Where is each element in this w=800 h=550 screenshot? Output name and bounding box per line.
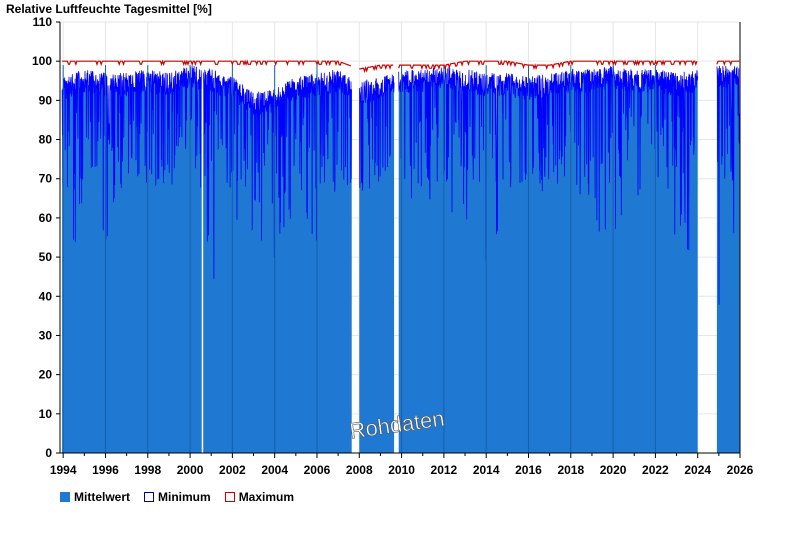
legend-label-minimum: Minimum bbox=[158, 490, 211, 504]
minimum-line bbox=[398, 66, 699, 261]
x-tick-label: 1994 bbox=[50, 463, 77, 477]
maximum-line bbox=[359, 64, 394, 74]
legend: Mittelwert Minimum Maximum bbox=[60, 490, 294, 504]
x-tick-label: 1998 bbox=[134, 463, 161, 477]
x-tick-label: 2010 bbox=[388, 463, 415, 477]
maximum-line bbox=[398, 59, 698, 71]
legend-item-mean: Mittelwert bbox=[60, 490, 130, 504]
x-tick-label: 2002 bbox=[219, 463, 246, 477]
maximum-line bbox=[716, 60, 740, 67]
chart-title: Relative Luftfeuchte Tagesmittel [%] bbox=[6, 2, 212, 16]
x-tick-label: 2018 bbox=[557, 463, 584, 477]
axes: 0 10 20 30 40 50 60 70 80 90 100 110 1994 1996 1998 200… bbox=[32, 15, 754, 477]
legend-item-maximum: Maximum bbox=[224, 490, 295, 504]
y-tick-label: 60 bbox=[39, 211, 53, 225]
x-tick-label: 1996 bbox=[92, 463, 119, 477]
x-tick-label: 2006 bbox=[304, 463, 331, 477]
y-tick-label: 50 bbox=[39, 250, 53, 264]
legend-label-mean: Mittelwert bbox=[74, 490, 131, 504]
legend-item-minimum: Minimum bbox=[144, 490, 211, 504]
y-tick-label: 110 bbox=[33, 15, 53, 29]
minimum-line bbox=[716, 65, 740, 305]
x-tick-label: 2000 bbox=[177, 463, 204, 477]
y-tick-label: 100 bbox=[32, 54, 52, 68]
y-tick-label: 70 bbox=[39, 172, 53, 186]
data-gap bbox=[201, 22, 204, 453]
x-tick-label: 2022 bbox=[642, 463, 669, 477]
x-tick-label: 2014 bbox=[473, 463, 500, 477]
legend-swatch-maximum bbox=[224, 492, 235, 502]
x-tick-label: 2012 bbox=[431, 463, 458, 477]
maximum-line bbox=[62, 59, 352, 67]
x-tick-label: 2004 bbox=[261, 463, 288, 477]
x-tick-label: 2026 bbox=[727, 463, 754, 477]
y-tick-label: 0 bbox=[45, 446, 52, 460]
y-tick-label: 90 bbox=[39, 93, 53, 107]
y-tick-label: 10 bbox=[39, 407, 53, 421]
legend-swatch-minimum bbox=[144, 492, 155, 502]
y-tick-label: 20 bbox=[39, 368, 53, 382]
y-tick-label: 80 bbox=[39, 133, 53, 147]
y-tick-label: 30 bbox=[39, 328, 53, 342]
minimum-line bbox=[61, 65, 352, 279]
legend-swatch-mean bbox=[60, 492, 70, 502]
data-series bbox=[61, 22, 740, 454]
x-tick-label: 2016 bbox=[515, 463, 542, 477]
legend-label-maximum: Maximum bbox=[238, 490, 295, 504]
x-tick-label: 2020 bbox=[600, 463, 627, 477]
x-tick-label: 2024 bbox=[684, 463, 711, 477]
mean-area bbox=[716, 65, 740, 454]
minimum-line bbox=[358, 74, 395, 191]
y-tick-label: 40 bbox=[39, 289, 53, 303]
x-tick-label: 2008 bbox=[346, 463, 373, 477]
